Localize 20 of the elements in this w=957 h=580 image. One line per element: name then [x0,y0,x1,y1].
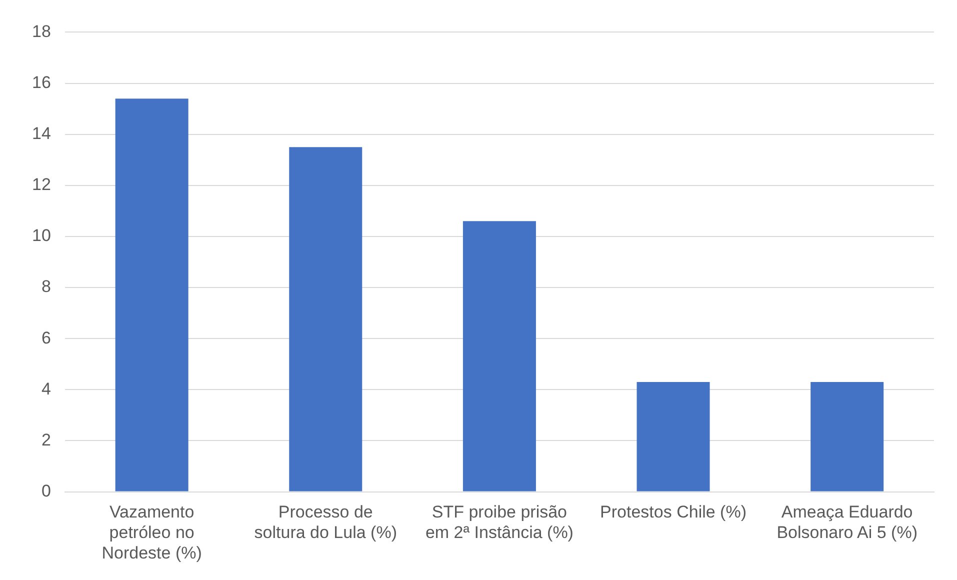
y-tick-label: 4 [41,379,51,398]
y-tick-label: 2 [41,430,51,450]
x-tick-label: Processo de soltura do Lula (%) [254,502,397,542]
bar [810,382,884,492]
y-tick-label: 8 [41,277,51,296]
y-tick-label: 10 [32,226,51,246]
y-tick-label: 0 [41,481,51,500]
y-tick-label: 12 [32,175,51,194]
bar [289,147,362,492]
y-tick-label: 16 [32,72,51,92]
x-tick-label: STF proibe prisão em 2ª Instância (%) [425,502,574,542]
y-tick-label: 6 [41,328,51,348]
bar [462,221,536,492]
y-tick-label: 18 [32,22,51,41]
x-tick-label: Protestos Chile (%) [600,502,746,522]
x-tick-label: Ameaça Eduardo Bolsonaro Ai 5 (%) [776,502,918,542]
y-tick-label: 14 [32,124,51,144]
bar [115,98,188,492]
x-tick-label: Vazamento petróleo no Nordeste (%) [102,502,202,562]
bar [636,382,710,492]
